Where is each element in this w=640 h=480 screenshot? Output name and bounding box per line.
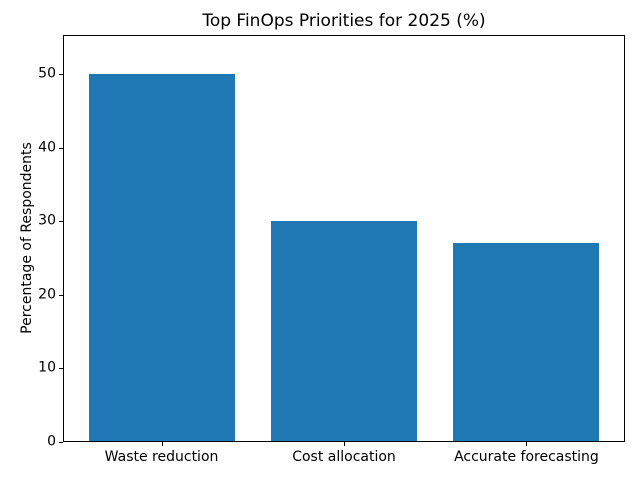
x-tick-mark-cost-allocation xyxy=(344,442,345,446)
x-tick-label-accurate-forecasting: Accurate forecasting xyxy=(454,449,599,465)
x-tick-mark-waste-reduction xyxy=(161,442,163,446)
y-tick-label-40: 40 xyxy=(38,139,56,156)
y-tick-label-20: 20 xyxy=(38,286,56,303)
bar-cost-allocation xyxy=(271,221,417,442)
y-tick-mark-0 xyxy=(59,442,63,443)
y-tick-mark-20 xyxy=(59,294,63,296)
bar-accurate-forecasting xyxy=(453,243,600,442)
x-tick-label-cost-allocation: Cost allocation xyxy=(292,449,396,465)
y-tick-label-50: 50 xyxy=(38,65,56,82)
y-tick-mark-40 xyxy=(59,147,63,149)
y-tick-mark-10 xyxy=(59,368,63,370)
y-tick-mark-50 xyxy=(59,74,63,75)
y-tick-label-10: 10 xyxy=(38,360,56,377)
x-tick-mark-accurate-forecasting xyxy=(526,442,528,446)
y-axis-label: Percentage of Respondents xyxy=(19,142,35,334)
y-tick-label-30: 30 xyxy=(38,212,56,229)
chart-title: Top FinOps Priorities for 2025 (%) xyxy=(202,11,486,31)
y-tick-mark-30 xyxy=(59,221,63,223)
bar-waste-reduction xyxy=(88,74,235,442)
x-tick-label-waste-reduction: Waste reduction xyxy=(104,449,219,465)
plot-area xyxy=(63,35,625,442)
y-tick-label-0: 0 xyxy=(47,433,56,450)
